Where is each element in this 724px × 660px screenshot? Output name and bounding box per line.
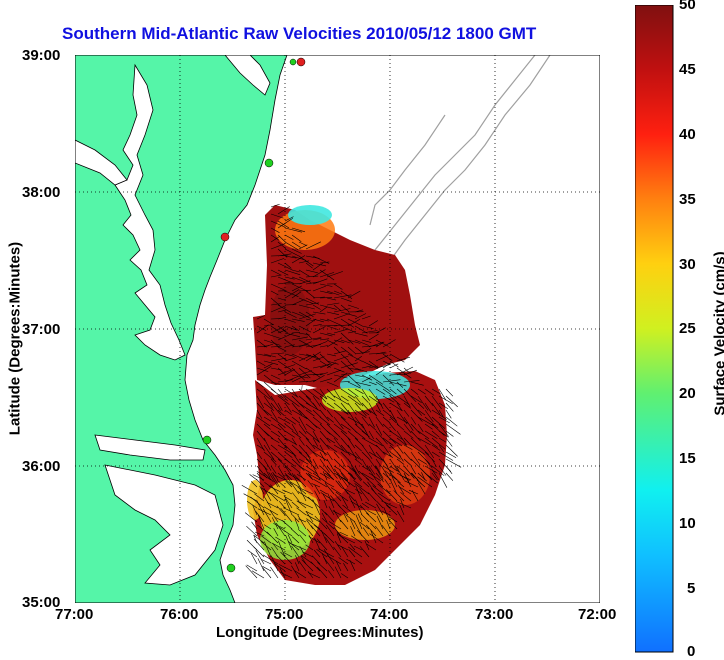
colorbar-tick: 25	[679, 320, 696, 337]
x-tick-label: 75:00	[265, 606, 303, 623]
station-marker	[203, 436, 211, 444]
x-tick-label: 72:00	[578, 606, 616, 623]
colorbar-tick: 30	[679, 256, 696, 273]
velocity-patch	[288, 205, 332, 225]
station-marker	[265, 159, 273, 167]
x-tick-label: 77:00	[55, 606, 93, 623]
y-tick-label: 37:00	[22, 321, 60, 338]
x-axis-label: Longitude (Degrees:Minutes)	[216, 624, 424, 641]
x-tick-label: 76:00	[160, 606, 198, 623]
colorbar-tick: 10	[679, 515, 696, 532]
station-marker	[227, 564, 235, 572]
map-title: Southern Mid-Atlantic Raw Velocities 201…	[0, 24, 724, 44]
y-tick-label: 36:00	[22, 458, 60, 475]
station-marker	[297, 58, 305, 66]
x-tick-label: 74:00	[370, 606, 408, 623]
station-marker	[221, 233, 229, 241]
colorbar-tick: 50	[679, 0, 696, 13]
station-marker	[290, 59, 296, 65]
velocity-patch	[322, 388, 378, 412]
colorbar-tick: 35	[679, 191, 696, 208]
colorbar-tick: 20	[679, 385, 696, 402]
y-tick-label: 39:00	[22, 47, 60, 64]
y-axis-label: Latitude (Degrees:Minutes)	[7, 204, 24, 474]
velocity-map	[75, 55, 600, 603]
colorbar-tick: 45	[679, 61, 696, 78]
colorbar-tick: 5	[687, 580, 695, 597]
colorbar-tick: 40	[679, 126, 696, 143]
colorbar	[635, 5, 675, 653]
colorbar-gradient	[635, 5, 673, 652]
y-tick-label: 38:00	[22, 184, 60, 201]
colorbar-tick: 15	[679, 450, 696, 467]
colorbar-tick: 0	[687, 643, 695, 660]
x-tick-label: 73:00	[475, 606, 513, 623]
colorbar-label: Surface Velocity (cm/s)	[712, 199, 724, 469]
